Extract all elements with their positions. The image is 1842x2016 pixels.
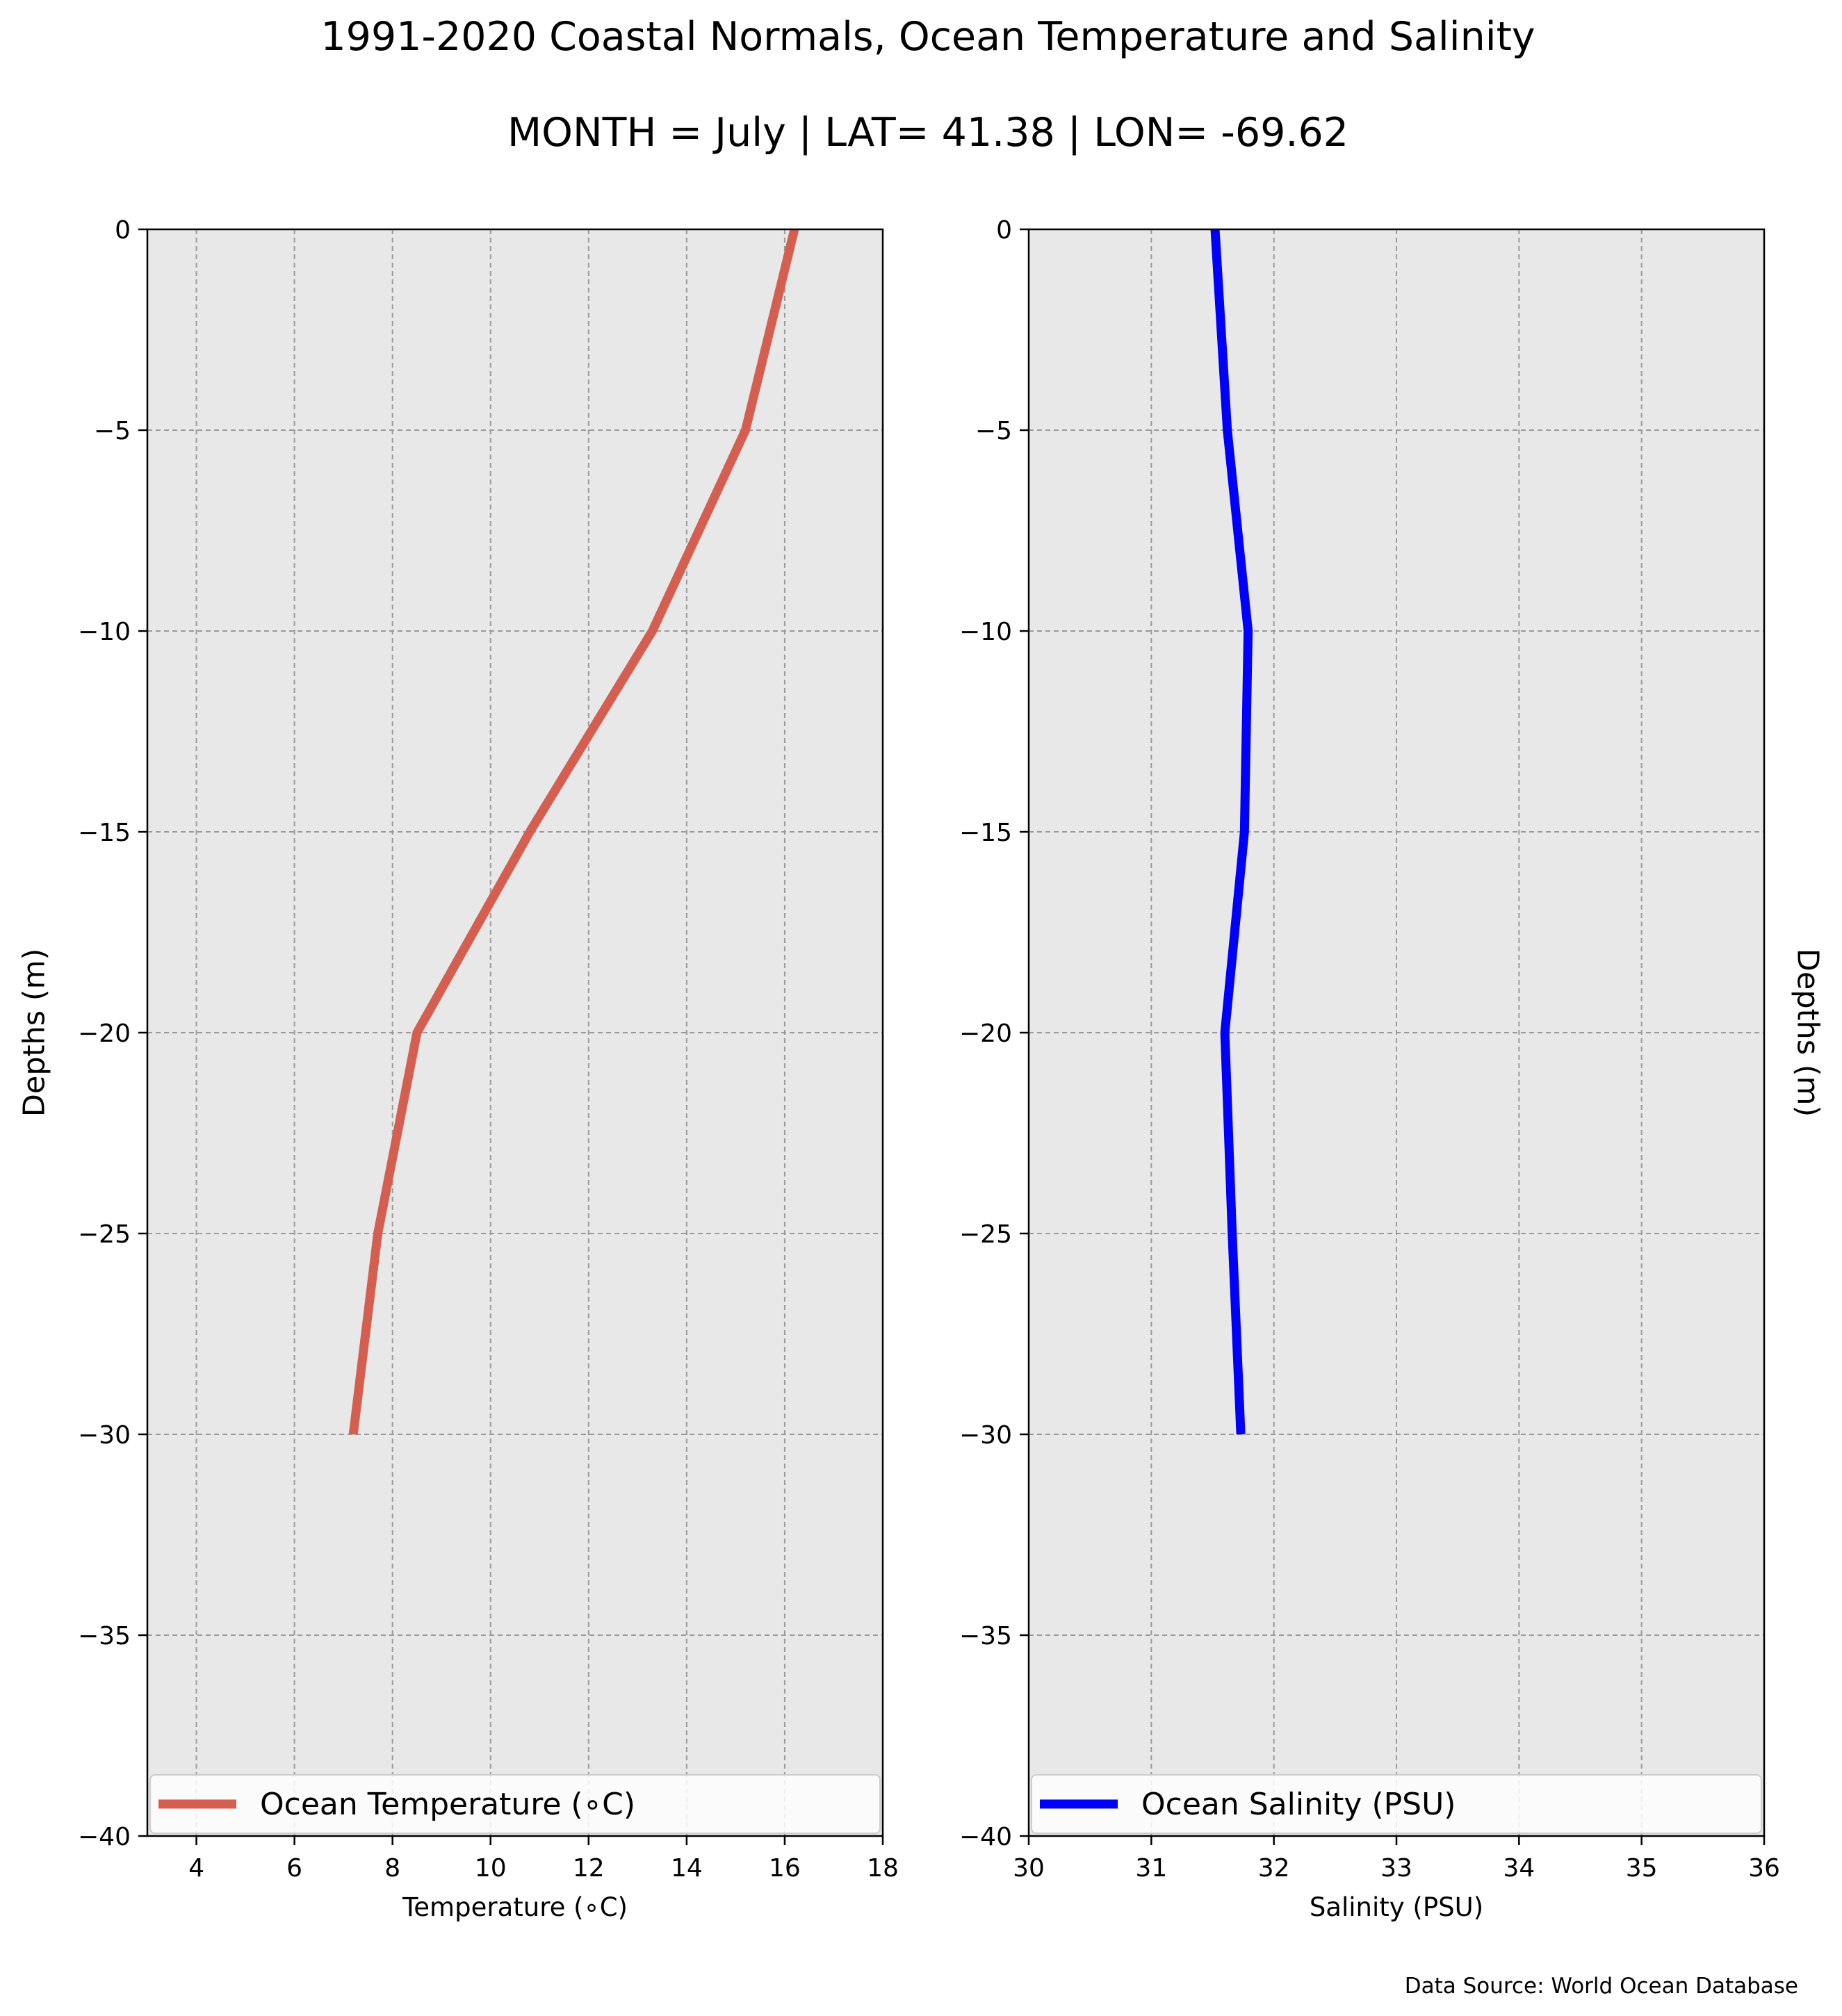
salinity-panel: 30 31 32 33 34 35 36 0 −5 −10 −15 −20 −25 −30 −35 −40 Sa…: [959, 216, 1825, 1922]
y-tick-label: −30: [78, 1421, 131, 1450]
x-tick-label: 14: [671, 1854, 703, 1883]
x-tick-label: 33: [1380, 1854, 1412, 1883]
x-axis-label: Salinity (PSU): [1310, 1892, 1483, 1922]
y-axis-label: Depths (m): [17, 949, 52, 1117]
x-tick-label: 16: [769, 1854, 801, 1883]
y-tick-label: −25: [959, 1220, 1012, 1249]
y-tick-label: −35: [959, 1622, 1012, 1650]
temperature-panel: 4 6 8 10 12 14 16 18 0 −5 −10 −15 −20 −25 −30 −35 −40 Tem…: [17, 216, 899, 1922]
x-tick-label: 18: [867, 1854, 899, 1883]
data-source-note: Data Source: World Ocean Database: [1405, 1974, 1798, 1999]
x-axis-label: Temperature (∘C): [402, 1892, 628, 1922]
y-tick-label: −5: [94, 417, 131, 445]
x-tick-label: 36: [1748, 1854, 1780, 1883]
y-tick-label: 0: [115, 216, 131, 245]
y-tick-label: −30: [959, 1421, 1012, 1450]
x-tick-label: 31: [1135, 1854, 1167, 1883]
y-tick-label: −15: [959, 819, 1012, 847]
y-tick-label: −15: [78, 819, 131, 847]
x-tick-label: 8: [384, 1854, 400, 1883]
y-axis-label: Depths (m): [1791, 949, 1825, 1117]
series-line: [1210, 229, 1253, 1435]
y-tick-label: −10: [78, 618, 131, 646]
legend: Ocean Temperature (∘C): [149, 1774, 881, 1834]
legend-box: [1031, 1774, 1762, 1834]
y-tick-label: −5: [975, 417, 1012, 445]
y-tick-label: −35: [78, 1622, 131, 1650]
chart-title: 1991-2020 Coastal Normals, Ocean Tempera…: [320, 14, 1535, 60]
legend-label: Ocean Temperature (∘C): [260, 1787, 635, 1822]
legend-label: Ocean Salinity (PSU): [1141, 1787, 1456, 1822]
x-tick-label: 4: [188, 1854, 204, 1883]
y-tick-label: −40: [78, 1823, 131, 1851]
x-tick-label: 32: [1258, 1854, 1290, 1883]
series-line: [348, 228, 799, 1435]
x-tick-label: 34: [1503, 1854, 1535, 1883]
y-tick-label: 0: [996, 216, 1012, 245]
legend-box: [149, 1774, 881, 1834]
x-tick-label: 30: [1013, 1854, 1045, 1883]
x-tick-label: 6: [286, 1854, 302, 1883]
legend: Ocean Salinity (PSU): [1031, 1774, 1762, 1834]
x-tick-label: 35: [1626, 1854, 1658, 1883]
y-tick-label: −20: [959, 1019, 1012, 1048]
chart-subtitle: MONTH = July | LAT= 41.38 | LON= -69.62: [507, 110, 1348, 156]
y-tick-label: −10: [959, 618, 1012, 646]
y-tick-label: −25: [78, 1220, 131, 1249]
y-tick-label: −40: [959, 1823, 1012, 1851]
x-tick-label: 12: [573, 1854, 605, 1883]
x-tick-label: 10: [475, 1854, 507, 1883]
y-tick-label: −20: [78, 1019, 131, 1048]
